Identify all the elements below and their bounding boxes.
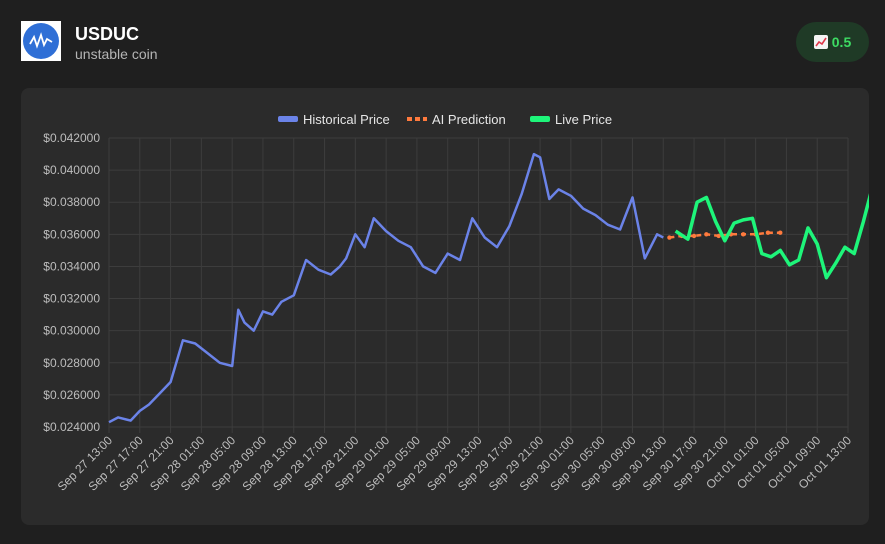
historical-price-line — [108, 152, 664, 424]
legend-label: AI Prediction — [432, 112, 506, 127]
y-tick-label: $0.028000 — [43, 356, 100, 370]
legend-label: Historical Price — [303, 112, 390, 127]
coin-logo — [21, 21, 61, 61]
legend-swatch — [530, 116, 550, 122]
y-tick-label: $0.026000 — [43, 388, 100, 402]
y-tick-label: $0.030000 — [43, 324, 100, 338]
y-tick-label: $0.036000 — [43, 227, 100, 241]
y-tick-label: $0.040000 — [43, 163, 100, 177]
y-tick-label: $0.042000 — [43, 131, 100, 145]
price-chart-card: $0.042000 $0.040000 $0.038000 $0.036000 $0.0… — [21, 88, 869, 525]
ai-prediction-point — [765, 230, 771, 235]
y-tick-label: $0.024000 — [43, 420, 100, 434]
ai-prediction-point — [667, 235, 672, 240]
ai-prediction-point — [716, 233, 721, 239]
legend-swatch — [278, 116, 298, 122]
ai-prediction-point — [704, 232, 709, 237]
ai-prediction-point — [691, 233, 697, 239]
chart-increasing-icon — [813, 35, 828, 49]
y-tick-label: $0.034000 — [43, 259, 100, 273]
coin-subtitle: unstable coin — [75, 46, 158, 62]
legend-label: Live Price — [555, 112, 612, 127]
y-tick-label: $0.038000 — [43, 195, 100, 209]
coin-name: USDUC — [75, 24, 140, 44]
y-tick-label: $0.032000 — [43, 292, 100, 306]
live-price-line — [674, 193, 869, 280]
activity-icon — [23, 23, 59, 59]
score-value: 0.5 — [831, 34, 852, 50]
score-badge: 0.5 — [796, 22, 869, 62]
ai-prediction-point — [778, 230, 783, 235]
ai-prediction-point — [741, 232, 746, 237]
coin-header: USDUC unstable coin 0.5 — [0, 0, 885, 80]
price-chart: $0.042000 $0.040000 $0.038000 $0.036000 $0.0… — [43, 112, 869, 494]
